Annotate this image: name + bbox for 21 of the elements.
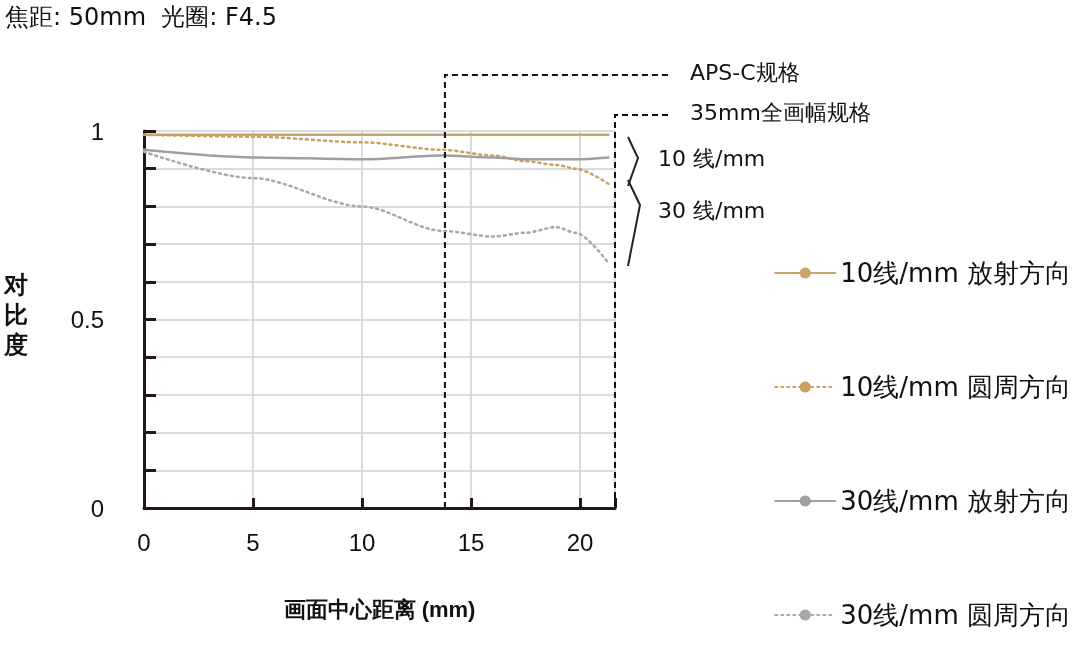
- x-tick-label: 0: [137, 528, 151, 556]
- ref-line-label: 35mm全画幅规格: [690, 99, 871, 125]
- x-tick-label: 5: [246, 528, 260, 556]
- x-axis-title: 画面中心距离 (mm): [283, 596, 476, 622]
- x-tick-label: 10: [348, 528, 376, 556]
- text: 10 线/mm: [658, 145, 766, 173]
- line-series: [142, 133, 610, 186]
- legend-label: 10线/mm 圆周方向: [840, 372, 1071, 402]
- y-tick-label: 1: [90, 117, 104, 145]
- x-tick-label: 15: [457, 528, 485, 556]
- legend-label: 10线/mm 放射方向: [840, 258, 1071, 288]
- text: 30 线/mm: [658, 197, 766, 225]
- y-tick-label: 0.5: [70, 306, 104, 333]
- line-series: [142, 150, 610, 265]
- y-tick-label: 0: [90, 494, 104, 522]
- x-tick-label: 20: [566, 528, 594, 556]
- chart-title: 焦距: 50mm 光圈: F4.5: [5, 3, 277, 31]
- legend-label: 30线/mm 圆周方向: [840, 600, 1071, 630]
- ref-line-label: APS-C规格: [690, 59, 800, 85]
- y-axis-title: 对比度: [4, 270, 28, 360]
- legend-label: 30线/mm 放射方向: [840, 486, 1071, 516]
